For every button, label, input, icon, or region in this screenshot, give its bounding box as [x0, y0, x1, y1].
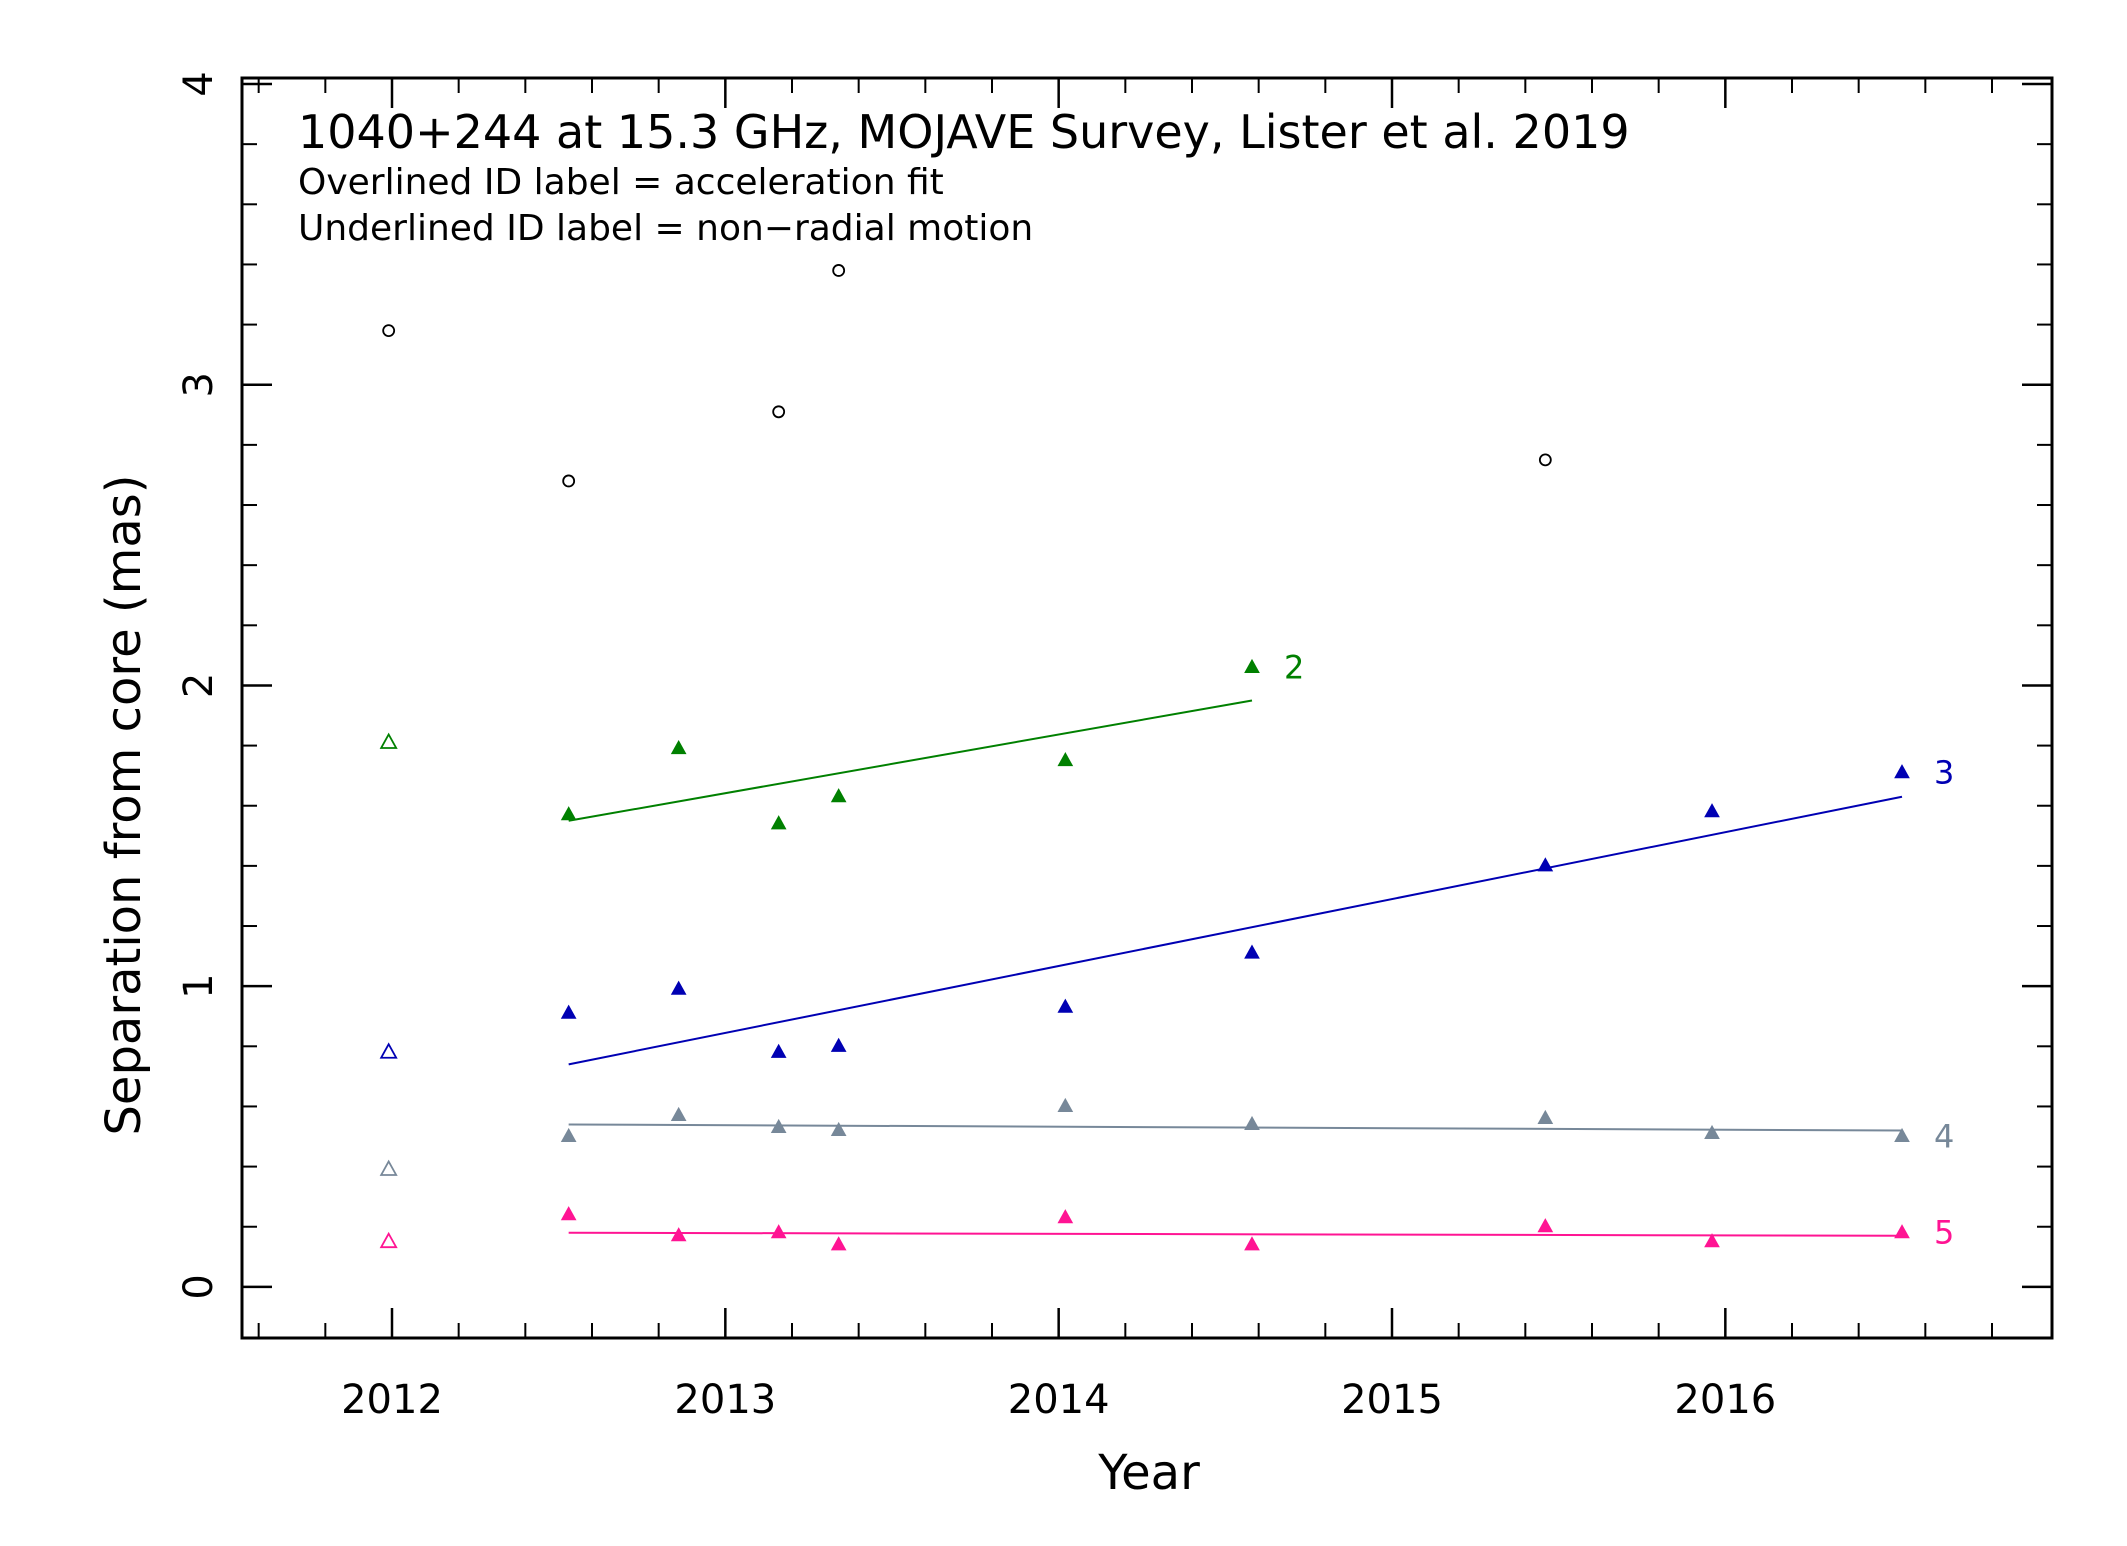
open-triangle-point-c4: [379, 1159, 398, 1176]
triangle-point-c4: [770, 1118, 787, 1134]
data-points: [379, 264, 1910, 1251]
triangle-point-c5: [1894, 1224, 1910, 1239]
triangle-point-c3: [1894, 764, 1910, 779]
series-label-c4: 4: [1934, 1118, 1954, 1156]
series-label-c2: 2: [1284, 648, 1304, 686]
fit-line-c3: [568, 795, 1903, 1066]
triangle-point-c5: [830, 1236, 847, 1251]
open-triangle-point-c5: [379, 1231, 398, 1249]
triangle-point-c2: [1244, 658, 1260, 673]
triangle-point-c3: [1537, 857, 1554, 872]
triangle-point-c5: [560, 1206, 577, 1221]
series-label-c3: 3: [1934, 754, 1954, 792]
chart-title: 1040+244 at 15.3 GHz, MOJAVE Survey, Lis…: [298, 105, 1630, 159]
triangle-point-c5: [1704, 1233, 1720, 1248]
y-axis-title: Separation from core (mas): [96, 474, 152, 1135]
triangle-point-c3: [830, 1037, 847, 1052]
open-circle-point: [772, 405, 786, 419]
triangle-point-c4: [1244, 1115, 1260, 1131]
axis-tick-labels: 2012 2013 2014 2015 2016 0 1 2 3 4: [176, 71, 1776, 1423]
fit-lines: [568, 699, 1903, 1237]
series-label-c5: 5: [1934, 1214, 1954, 1252]
triangle-point-c5: [1537, 1218, 1554, 1233]
triangle-point-c5: [670, 1227, 687, 1242]
plot-frame: [240, 76, 2054, 1340]
y-tick-label: 0: [176, 1274, 222, 1299]
fit-line-c4: [568, 1123, 1903, 1132]
y-tick-label: 1: [176, 973, 222, 998]
open-circle-point: [832, 264, 846, 277]
fit-line-c2: [568, 699, 1253, 822]
triangle-point-c2: [560, 806, 577, 821]
x-tick-label: 2014: [1008, 1377, 1110, 1423]
triangle-point-c4: [560, 1127, 577, 1143]
triangle-point-c5: [770, 1224, 787, 1239]
triangle-point-c2: [1057, 752, 1074, 767]
triangle-point-c5: [1057, 1209, 1074, 1224]
triangle-point-c2: [830, 788, 847, 803]
x-tick-label: 2015: [1341, 1377, 1443, 1423]
axis-ticks: [242, 78, 2052, 1338]
chart-subtitle-non-radial: Underlined ID label = non−radial motion: [298, 208, 1033, 249]
triangle-point-c4: [1704, 1124, 1720, 1140]
triangle-point-c5: [1244, 1236, 1260, 1251]
open-circle-point: [562, 474, 576, 488]
open-triangle-point-c3: [379, 1042, 398, 1059]
triangle-point-c2: [770, 815, 787, 830]
fit-line-c5: [568, 1231, 1903, 1237]
triangle-point-c3: [1704, 803, 1720, 818]
triangle-point-c3: [560, 1004, 577, 1019]
triangle-point-c4: [830, 1121, 847, 1137]
open-triangle-point-c2: [379, 732, 398, 749]
x-tick-label: 2016: [1674, 1377, 1776, 1423]
y-tick-label: 3: [176, 372, 222, 397]
triangle-point-c3: [670, 980, 687, 995]
triangle-point-c3: [1057, 998, 1074, 1013]
x-tick-label: 2012: [341, 1377, 443, 1423]
x-tick-label: 2013: [674, 1377, 776, 1423]
triangle-point-c4: [1537, 1109, 1554, 1125]
series-labels: 2 3 4 5: [1284, 648, 1954, 1251]
chart-subtitle-acceleration: Overlined ID label = acceleration fit: [298, 162, 944, 203]
y-tick-label: 4: [176, 71, 222, 96]
triangle-point-c3: [1244, 944, 1260, 959]
triangle-point-c2: [670, 740, 687, 755]
triangle-point-c4: [1894, 1127, 1910, 1143]
triangle-point-c4: [670, 1106, 687, 1122]
triangle-point-c3: [770, 1043, 787, 1058]
triangle-point-c4: [1057, 1097, 1074, 1112]
open-circle-point: [382, 324, 396, 338]
open-circle-point: [1538, 453, 1552, 467]
x-axis-title: Year: [1097, 1445, 1200, 1501]
y-tick-label: 2: [176, 673, 222, 698]
